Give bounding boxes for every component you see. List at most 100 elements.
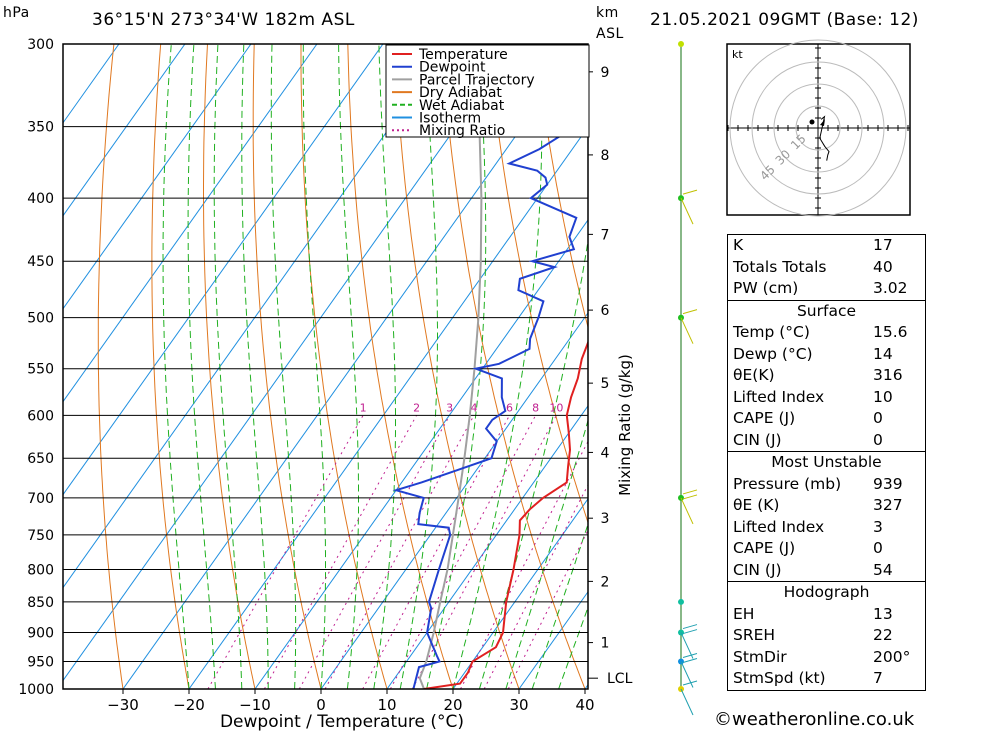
mixing-ratio-label: 8	[532, 401, 539, 414]
mixing-ratio-line	[207, 415, 364, 689]
pressure-tick-label: 400	[27, 191, 54, 207]
pressure-tick-label: 350	[27, 120, 54, 136]
height-unit-label-asl: ASL	[596, 26, 624, 42]
hodograph-unit: kt	[732, 48, 743, 61]
dry-adiabat-line	[203, 44, 256, 689]
index-row: Totals Totals 40	[733, 257, 893, 276]
mu-row: Lifted Index 3	[733, 517, 883, 536]
isotherm-line	[63, 44, 450, 589]
pressure-tick-label: 800	[27, 562, 54, 578]
mixing-ratio-label: 10	[549, 401, 563, 414]
mixing-ratio-line	[362, 415, 510, 689]
wind-barb	[682, 624, 698, 630]
isotherm-line	[63, 44, 120, 124]
hodograph-ring	[751, 61, 885, 195]
hodo-row: StmSpd (kt) 7	[733, 669, 883, 687]
isotherm-line	[63, 44, 186, 217]
mu-row: CIN (J) 54	[733, 560, 893, 579]
lcl-label: LCL	[607, 671, 633, 687]
legend-label: Mixing Ratio	[419, 123, 505, 139]
pressure-tick-label: 700	[27, 491, 54, 507]
height-tick-label: 3	[601, 511, 610, 527]
isotherm-line	[63, 44, 252, 310]
wet-adiabat-line	[338, 44, 359, 689]
legend-label: Dewpoint	[419, 60, 486, 76]
wet-adiabat-line	[270, 44, 297, 689]
wind-barb	[682, 309, 698, 315]
legend-label: Parcel Trajectory	[419, 72, 535, 88]
wind-barb	[682, 189, 698, 195]
wet-adiabat-line	[531, 522, 588, 689]
storm-motion-marker	[820, 119, 825, 126]
height-tick-label: 2	[601, 574, 610, 590]
isotherm-line	[63, 44, 318, 403]
axes: −30 −20 −10 0 10 20 30 40 Dewpoint / Temperature…	[107, 65, 634, 732]
mixing-ratio-label: 2	[413, 401, 420, 414]
hodograph-title: Hodograph	[783, 583, 870, 601]
dry-adiabat-line	[534, 44, 588, 330]
pressure-tick-label: 300	[27, 37, 54, 53]
dry-adiabat-line	[394, 44, 520, 689]
credit-link[interactable]: ©weatheronline.co.uk	[714, 709, 915, 730]
hodo-row: SREH 22	[733, 626, 893, 644]
mu-row: θE (K) 327	[733, 496, 903, 514]
mixing-ratio-line	[263, 415, 418, 689]
surface-row: CAPE (J) 0	[733, 409, 883, 427]
hodo-row: EH 13	[733, 604, 893, 623]
location-title: 36°15'N 273°34'W 182m ASL	[92, 10, 355, 30]
pressure-tick-label: 950	[27, 655, 54, 671]
pressure-tick-label: 500	[27, 311, 54, 327]
parcel-trajectory-line	[418, 44, 483, 689]
pressure-tick-label: 600	[27, 408, 54, 424]
index-row: PW (cm) 3.02	[733, 279, 908, 297]
indices-box: K 17 Totals Totals 40 PW (cm) 3.02	[727, 234, 926, 301]
wind-barb	[682, 489, 698, 495]
surface-row: Dewp (°C) 14	[733, 344, 893, 363]
hodograph-start-marker	[809, 119, 815, 125]
mu-row: Pressure (mb) 939	[733, 474, 903, 493]
wet-adiabat-line	[452, 44, 543, 689]
isotherm-line	[386, 405, 588, 689]
pressure-tick-label: 900	[27, 626, 54, 642]
dry-adiabat-line	[252, 44, 322, 689]
hodograph-ring	[795, 105, 841, 151]
wet-adiabat-line	[162, 44, 190, 689]
surface-row: Lifted Index 10	[733, 387, 893, 406]
pressure-tick-label: 650	[27, 451, 54, 467]
pressure-tick-label: 750	[27, 528, 54, 544]
hodograph-trace	[819, 115, 830, 161]
x-tick-label: 0	[316, 696, 326, 714]
wind-barb	[682, 653, 698, 659]
wind-barb-staff	[680, 661, 694, 688]
mixing-ratio-label: 4	[470, 401, 477, 414]
wet-adiabat-line	[558, 606, 588, 689]
mixing-ratio-label: 6	[506, 401, 513, 414]
x-tick-label: 20	[443, 696, 462, 714]
wind-barb	[682, 629, 698, 635]
legend-label: Wet Adiabat	[419, 98, 505, 114]
surface-row: Temp (°C) 15.6	[733, 323, 908, 341]
wind-barb-staff	[680, 632, 694, 659]
height-unit-label: km	[596, 5, 619, 21]
height-tick-label: 1	[601, 636, 610, 652]
height-tick-label: 8	[601, 148, 610, 164]
height-tick-label: 7	[601, 227, 610, 243]
legend-label: Isotherm	[419, 111, 481, 127]
isotherm-line	[188, 126, 588, 689]
plot-frame	[62, 43, 589, 690]
wet-adiabat-line	[302, 44, 326, 689]
surface-box: Surface Temp (°C) 15.6 Dewp (°C) 14 θE(K) 3…	[727, 300, 926, 452]
wind-barb-staff	[680, 317, 694, 344]
wind-barb	[682, 658, 698, 664]
height-tick-label: 4	[601, 445, 610, 461]
most-unstable-box: Most Unstable Pressure (mb) 939 θE (K) 327…	[727, 452, 926, 582]
dry-adiabat-line	[956, 44, 1000, 689]
x-axis-title: Dewpoint / Temperature (°C)	[220, 712, 464, 732]
surface-row: θE(K) 316	[733, 366, 903, 384]
mixing-ratio-label: 3	[446, 401, 453, 414]
x-tick-label: −30	[107, 696, 139, 714]
isotherm-line	[63, 44, 516, 682]
pressure-tick-label: 850	[27, 595, 54, 611]
